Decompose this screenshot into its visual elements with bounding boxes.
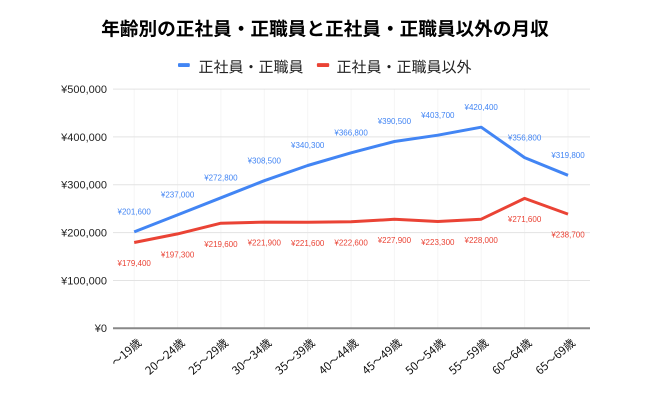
svg-text:¥403,700: ¥403,700 [420,111,455,120]
svg-text:¥223,300: ¥223,300 [420,238,455,247]
svg-text:¥219,600: ¥219,600 [203,240,238,249]
svg-text:¥221,900: ¥221,900 [247,239,282,248]
svg-text:¥200,000: ¥200,000 [60,228,107,240]
svg-text:¥222,600: ¥222,600 [333,238,368,247]
svg-text:¥179,400: ¥179,400 [117,259,152,268]
svg-text:¥300,000: ¥300,000 [60,180,107,192]
svg-text:¥228,000: ¥228,000 [464,236,499,245]
svg-text:¥272,800: ¥272,800 [203,174,238,183]
svg-text:¥221,600: ¥221,600 [290,239,325,248]
svg-text:¥0: ¥0 [94,323,107,335]
svg-text:¥319,800: ¥319,800 [550,151,585,160]
svg-text:¥420,400: ¥420,400 [464,103,499,112]
svg-text:¥308,500: ¥308,500 [247,156,282,165]
svg-text:¥500,000: ¥500,000 [60,84,107,96]
svg-text:¥340,300: ¥340,300 [290,141,325,150]
svg-text:¥100,000: ¥100,000 [60,275,107,287]
svg-text:¥271,600: ¥271,600 [507,215,542,224]
svg-text:¥390,500: ¥390,500 [377,117,412,126]
svg-text:¥237,000: ¥237,000 [160,191,195,200]
svg-text:¥201,600: ¥201,600 [117,208,152,217]
svg-text:¥356,800: ¥356,800 [507,133,542,142]
svg-text:¥238,700: ¥238,700 [550,231,585,240]
svg-text:¥366,800: ¥366,800 [333,129,368,138]
svg-text:¥227,900: ¥227,900 [377,236,412,245]
svg-text:¥400,000: ¥400,000 [60,132,107,144]
svg-text:¥197,300: ¥197,300 [160,251,195,260]
